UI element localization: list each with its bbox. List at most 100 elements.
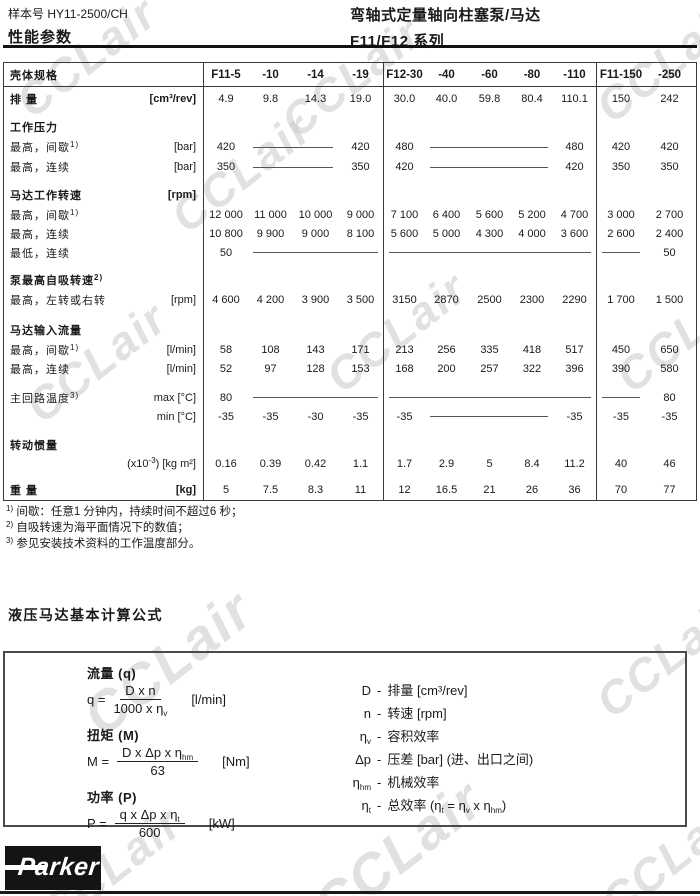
table-cell: 110.1 (561, 93, 588, 105)
parker-logo-dash (5, 865, 47, 870)
table-cell: 80 (663, 391, 676, 404)
header-rule (3, 45, 697, 48)
table-cell: 8.4 (524, 458, 540, 470)
table-cell: -35 (383, 407, 425, 426)
table-cell: 9 000 (301, 227, 330, 240)
column-header: -40 (438, 68, 455, 81)
table-cell (511, 117, 553, 137)
column-header: F11-5 (203, 63, 248, 86)
table-cell (645, 177, 694, 185)
table-cell: 5 600 (475, 208, 504, 221)
definition-list: D - 排量 [cm³/rev] n - 转速 [rpm] ηv - 容积效率 Δp - 压差 [ba… (313, 679, 534, 817)
table-cell (511, 436, 553, 454)
table-cell (596, 378, 645, 388)
column-header: F11-150 (596, 63, 645, 86)
table-cell (596, 262, 645, 270)
table-row: 泵最高自吸转速2) (4, 270, 696, 290)
page-header-right: 弯轴式定量轴向柱塞泵/马达 F11/F12 系列 (350, 4, 541, 51)
table-cell (596, 185, 645, 205)
table-cell (511, 262, 553, 270)
formula-block: 功率 (P) P = q x Δp x ηt 600 [kW] (87, 790, 235, 840)
table-cell (596, 310, 645, 320)
table-cell (468, 262, 511, 270)
table-cell (383, 320, 425, 340)
table-spacer-row (4, 426, 696, 436)
table-cell: 213 (383, 340, 425, 359)
table-cell (293, 310, 338, 320)
table-cell: 0.16 (203, 454, 248, 474)
row-label: min [°C] (156, 410, 196, 423)
table-cell (511, 185, 553, 205)
table-cell: -35 (352, 410, 369, 423)
table-cell: 9 000 (346, 208, 375, 221)
row-label (4, 310, 203, 320)
table-cell (596, 117, 645, 137)
table-cell: 11.2 (564, 458, 585, 470)
table-cell: 1 700 (596, 290, 645, 310)
table-cell (425, 117, 468, 137)
table-cell: 143 (306, 343, 325, 356)
table-cell (553, 185, 596, 205)
table-cell (468, 436, 511, 454)
row-label (4, 378, 203, 388)
table-cell (596, 270, 645, 290)
table-cell: 1 500 (655, 294, 684, 306)
table-cell: 26 (525, 484, 539, 496)
table-cell (383, 474, 425, 480)
table-row: 马达工作转速 [rpm] (4, 185, 696, 205)
table-cell: 322 (522, 362, 542, 375)
table-cell: 80 (203, 388, 248, 407)
table-cell: 6 400 (432, 208, 461, 221)
table-cell (645, 310, 694, 320)
table-cell: 200 (437, 362, 456, 375)
table-cell: 4 700 (560, 208, 589, 221)
footnote: 2) 自吸转速为海平面情况下的数值； (6, 520, 189, 535)
table-cell: 5 200 (518, 208, 546, 221)
table-cell: 40.0 (435, 93, 458, 105)
table-cell (383, 185, 425, 205)
row-label: 最低，连续 (10, 247, 70, 260)
table-cell: 2 700 (655, 208, 684, 221)
table-cell: 70 (596, 480, 645, 500)
table-cell (425, 436, 468, 454)
table-cell: 480 (565, 141, 584, 153)
table-cell: -35 (661, 410, 678, 423)
table-cell (511, 310, 553, 320)
page-title: 性能参数 (8, 29, 73, 46)
table-cell: 40 (596, 454, 645, 474)
table-cell (293, 185, 338, 205)
table-cell: 2 600 (596, 224, 645, 243)
table-cell (425, 407, 553, 426)
table-cell (248, 320, 293, 340)
table-cell: -30 (307, 410, 324, 423)
table-cell: 2.9 (438, 458, 455, 470)
table-row: min [°C] -35 -35 -30 -35 -35 -35 -35 -35 (4, 407, 696, 426)
table-cell: 3 900 (301, 294, 330, 306)
table-cell (425, 378, 468, 388)
row-label: 最高，连续 (10, 228, 70, 241)
table-cell (203, 117, 248, 137)
row-label: (x10-3) [kg m²] (127, 456, 196, 471)
table-cell (645, 262, 694, 270)
table-cell: 171 (351, 343, 370, 356)
table-cell: -35 (203, 407, 248, 426)
row-label: 马达工作转速 [rpm] (10, 189, 196, 202)
table-cell: 153 (351, 362, 370, 375)
table-cell (293, 270, 338, 290)
table-cell: 257 (480, 362, 499, 375)
row-label: 马达输入流量 (10, 325, 82, 337)
footnote: 1) 间歇：任意1 分钟内，持续时间不超过6 秒； (6, 504, 243, 519)
table-cell: 420 (596, 137, 645, 157)
table-cell: 3 600 (560, 227, 589, 240)
column-header: -19 (352, 68, 369, 81)
column-header: F12-30 (383, 63, 425, 86)
table-cell: 420 (565, 161, 584, 173)
continuation-line (253, 166, 333, 168)
table-cell (383, 426, 425, 436)
table-row: 最高，连续 [l/min] 52 97 128 153 168 200 257 322 396 390… (4, 359, 696, 378)
table-cell: 5 000 (432, 227, 461, 240)
table-cell (203, 111, 248, 117)
table-cell (248, 310, 293, 320)
row-label: 主回路温度3) max [°C] (10, 390, 196, 405)
table-cell: 2870 (434, 294, 459, 306)
